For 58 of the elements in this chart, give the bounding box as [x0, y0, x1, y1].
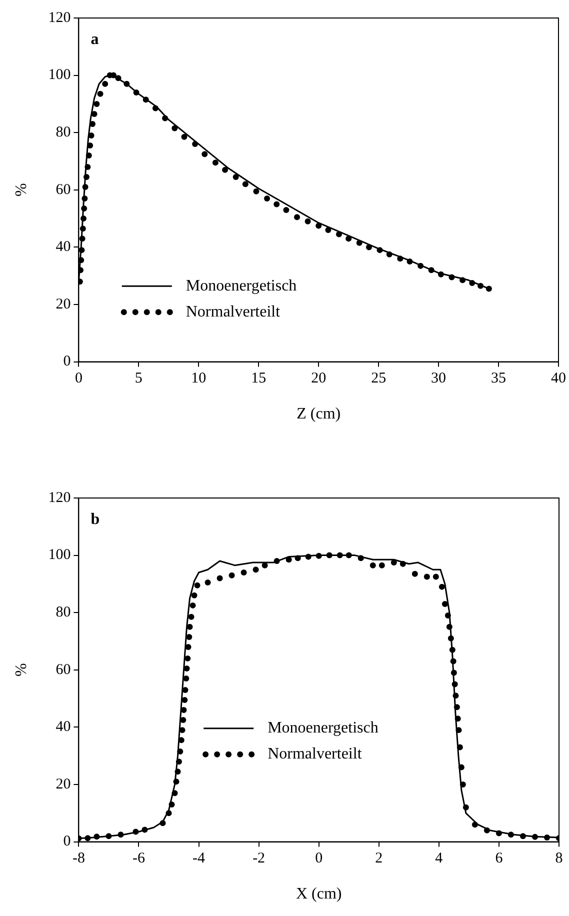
y-tick-label: 100: [48, 67, 71, 84]
y-tick-label: 0: [63, 354, 71, 370]
point: [242, 181, 248, 188]
x-tick-label: 0: [315, 850, 323, 867]
x-tick-label: 15: [251, 370, 266, 387]
y-tick-label: 60: [56, 182, 71, 198]
annotation: a: [90, 31, 99, 48]
x-tick-label: 8: [555, 850, 563, 867]
x-tick-label: 35: [491, 370, 506, 387]
legend-label: Monoenergetisch: [268, 720, 378, 737]
y-axis-title: %: [12, 183, 30, 197]
point: [181, 134, 188, 140]
legend-label: Monoenergetisch: [186, 277, 297, 294]
x-tick-label: 40: [551, 370, 566, 387]
x-tick-label: 2: [375, 850, 383, 867]
x-tick-label: -6: [132, 850, 146, 867]
y-tick-label: 60: [56, 662, 71, 678]
point: [253, 188, 260, 194]
point: [97, 90, 104, 97]
point: [212, 160, 218, 166]
y-axis-title: %: [12, 663, 30, 677]
x-tick-label: -2: [252, 850, 266, 867]
y-tick-label: 100: [48, 547, 71, 564]
y-tick-label: 20: [56, 776, 71, 792]
point: [283, 206, 290, 213]
y-tick-label: 120: [48, 490, 71, 506]
y-tick-label: 80: [56, 604, 71, 621]
point: [172, 125, 178, 132]
x-tick-label: 0: [74, 370, 82, 387]
x-tick-label: 10: [191, 370, 206, 387]
x-axis-title: Z (cm): [296, 406, 341, 423]
x-tick-label: 6: [495, 850, 504, 867]
legend-label: Normalverteilt: [186, 303, 281, 320]
x-tick-label: 25: [371, 370, 386, 387]
x-tick-label: -8: [72, 850, 85, 867]
y-tick-label: 80: [56, 124, 71, 141]
legend-label: Normalverteilt: [268, 746, 362, 763]
point: [304, 218, 311, 224]
point: [94, 100, 100, 107]
point: [294, 214, 300, 220]
x-tick-label: 4: [435, 850, 444, 867]
x-axis-title: X (cm): [296, 886, 342, 903]
point: [222, 166, 228, 173]
x-tick-label: 20: [311, 370, 326, 387]
point: [102, 80, 108, 87]
y-tick-label: 40: [56, 239, 71, 256]
point: [274, 201, 280, 208]
point: [232, 174, 239, 180]
point: [202, 151, 208, 158]
x-tick-label: 30: [431, 370, 446, 387]
x-tick-label: 5: [134, 370, 142, 387]
y-tick-label: 40: [56, 719, 71, 736]
x-tick-label: -4: [192, 850, 206, 867]
y-tick-label: 120: [48, 10, 71, 26]
y-tick-label: 20: [56, 296, 71, 312]
point: [264, 195, 270, 202]
annotation: b: [90, 511, 100, 528]
y-tick-label: 0: [63, 834, 71, 850]
